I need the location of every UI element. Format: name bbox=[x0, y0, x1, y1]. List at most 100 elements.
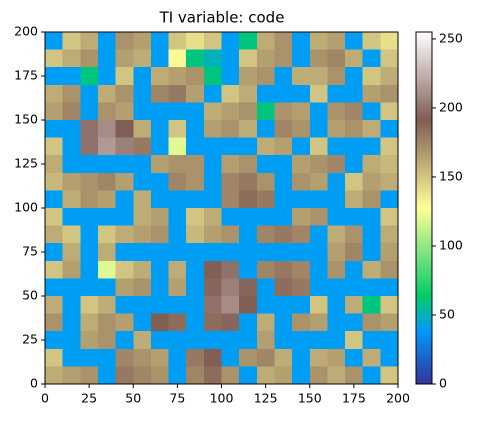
cell bbox=[97, 348, 117, 367]
cell bbox=[380, 331, 399, 350]
cell bbox=[203, 348, 222, 367]
cell bbox=[327, 84, 346, 103]
cell bbox=[186, 243, 205, 262]
cell bbox=[239, 137, 258, 156]
cell bbox=[362, 278, 381, 297]
cell bbox=[362, 366, 381, 385]
cell bbox=[203, 260, 222, 279]
cell bbox=[203, 313, 222, 332]
cell bbox=[186, 102, 205, 121]
cell bbox=[327, 32, 346, 51]
cell bbox=[45, 172, 64, 191]
cell bbox=[362, 67, 381, 86]
cell bbox=[309, 67, 328, 86]
cell bbox=[309, 278, 328, 297]
cell bbox=[62, 102, 81, 121]
cell bbox=[186, 172, 205, 191]
x-tick-label: 175 bbox=[342, 391, 366, 406]
cell bbox=[292, 49, 311, 68]
cell bbox=[115, 348, 134, 367]
cell bbox=[380, 348, 399, 367]
cell bbox=[133, 49, 152, 68]
y-tick-label: 175 bbox=[14, 68, 38, 83]
cell bbox=[168, 84, 187, 103]
cell bbox=[274, 155, 293, 174]
cell bbox=[345, 49, 364, 68]
cell bbox=[186, 296, 205, 315]
cell bbox=[327, 102, 346, 121]
cell bbox=[62, 120, 81, 139]
cell bbox=[345, 137, 364, 156]
y-tick-label: 0 bbox=[30, 376, 38, 391]
cell bbox=[345, 172, 364, 191]
cell bbox=[133, 102, 152, 121]
cell bbox=[45, 366, 64, 385]
cell bbox=[203, 296, 222, 315]
cell bbox=[327, 331, 346, 350]
cell bbox=[115, 102, 134, 121]
cell bbox=[274, 32, 293, 51]
cell bbox=[62, 67, 81, 86]
cell bbox=[380, 260, 399, 279]
cell bbox=[380, 102, 399, 121]
cell bbox=[380, 278, 399, 297]
cell bbox=[80, 260, 99, 279]
cell bbox=[80, 67, 99, 86]
cell bbox=[186, 120, 205, 139]
cell bbox=[327, 278, 346, 297]
cell bbox=[186, 278, 205, 297]
cell bbox=[133, 366, 152, 385]
cell bbox=[203, 32, 222, 51]
cell bbox=[362, 49, 381, 68]
cell bbox=[186, 208, 205, 227]
cell bbox=[133, 32, 152, 51]
cell bbox=[62, 172, 81, 191]
cell bbox=[133, 208, 152, 227]
cell bbox=[168, 278, 187, 297]
x-tick-label: 50 bbox=[125, 391, 141, 406]
cell bbox=[345, 225, 364, 244]
cell bbox=[80, 313, 99, 332]
cell bbox=[345, 67, 364, 86]
cell bbox=[221, 366, 240, 385]
cell bbox=[45, 49, 64, 68]
cell bbox=[256, 155, 275, 174]
cell bbox=[292, 331, 311, 350]
cell bbox=[150, 67, 170, 86]
cell bbox=[380, 32, 399, 51]
cell bbox=[80, 49, 99, 68]
cell bbox=[97, 243, 117, 262]
cell bbox=[345, 208, 364, 227]
cell bbox=[345, 278, 364, 297]
cell bbox=[133, 260, 152, 279]
cell bbox=[150, 190, 170, 209]
cell bbox=[239, 32, 258, 51]
cell bbox=[256, 225, 275, 244]
cell bbox=[221, 120, 240, 139]
cell bbox=[345, 190, 364, 209]
cell bbox=[380, 137, 399, 156]
cell bbox=[115, 137, 134, 156]
cell bbox=[133, 225, 152, 244]
cell bbox=[256, 49, 275, 68]
cell bbox=[97, 32, 117, 51]
cell bbox=[80, 32, 99, 51]
cell bbox=[362, 313, 381, 332]
cell bbox=[45, 348, 64, 367]
cell bbox=[309, 225, 328, 244]
cell bbox=[115, 84, 134, 103]
cell bbox=[97, 296, 117, 315]
cell bbox=[150, 155, 170, 174]
cell bbox=[115, 67, 134, 86]
cell bbox=[186, 331, 205, 350]
cell bbox=[239, 67, 258, 86]
cell bbox=[362, 120, 381, 139]
cell bbox=[115, 313, 134, 332]
cell bbox=[45, 243, 64, 262]
cell bbox=[168, 348, 187, 367]
x-tick-label: 100 bbox=[210, 391, 234, 406]
cell bbox=[168, 49, 187, 68]
cell bbox=[115, 260, 134, 279]
cell bbox=[97, 278, 117, 297]
